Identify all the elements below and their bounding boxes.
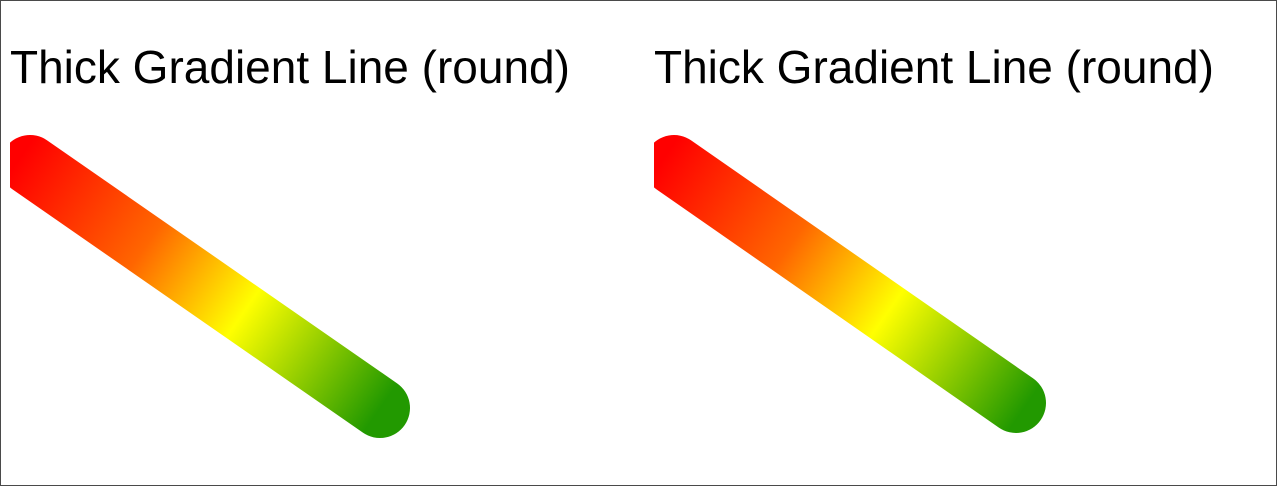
panel-right: Thick Gradient Line (round) [654, 1, 1276, 485]
thick-gradient-line-drawing [654, 135, 1046, 433]
panel-title: Thick Gradient Line (round) [654, 41, 1214, 93]
thick-gradient-line [10, 135, 410, 438]
panel-left: Thick Gradient Line (round) [10, 1, 650, 485]
thick-gradient-line [654, 135, 1046, 433]
panel-title: Thick Gradient Line (round) [10, 41, 570, 93]
thick-gradient-line-drawing [10, 135, 410, 438]
